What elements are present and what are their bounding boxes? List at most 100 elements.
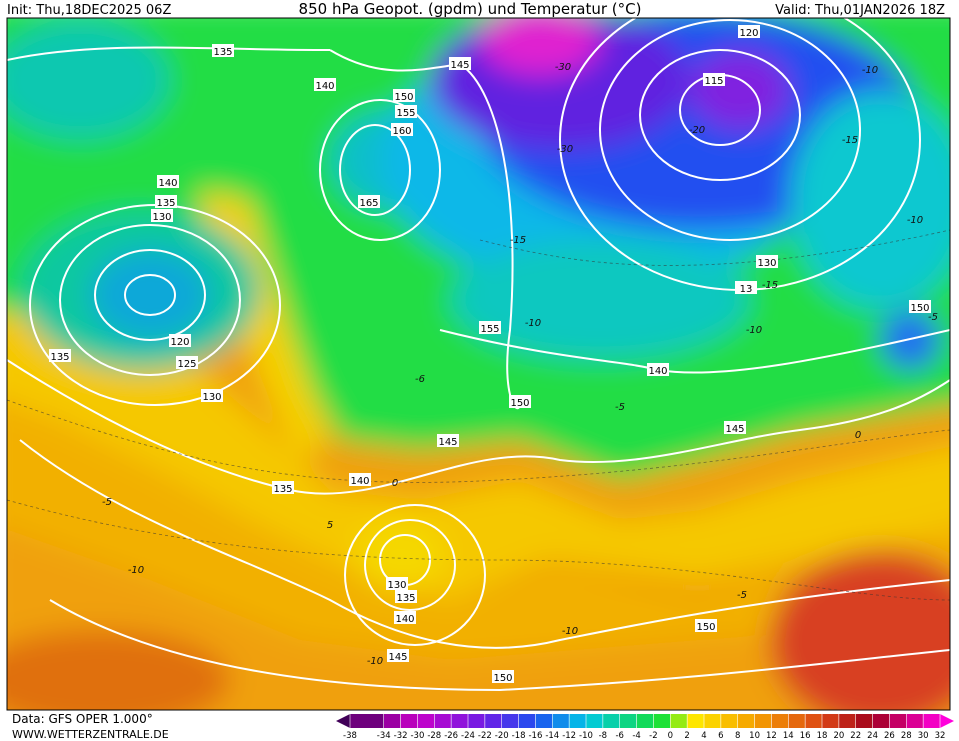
temperature-label: -15 bbox=[510, 235, 526, 246]
label-box bbox=[169, 334, 191, 347]
label-box bbox=[695, 619, 717, 632]
geopotential-label: 135 bbox=[396, 593, 415, 604]
label-box bbox=[756, 255, 778, 268]
temperature-label: -20 bbox=[689, 125, 705, 136]
scale-tick-label: -6 bbox=[615, 731, 623, 741]
label-box bbox=[49, 349, 71, 362]
geopotential-label: 125 bbox=[177, 359, 196, 370]
geopotential-label: 120 bbox=[170, 337, 189, 348]
init-time: Init: Thu,18DEC2025 06Z bbox=[7, 3, 171, 18]
scale-bin bbox=[872, 714, 890, 728]
scale-bin bbox=[569, 714, 586, 728]
temperature-label: -5 bbox=[928, 312, 938, 323]
scale-bin bbox=[720, 714, 738, 728]
label-box bbox=[479, 321, 501, 334]
geopotential-label: 140 bbox=[315, 81, 334, 92]
temperature-label: 0 bbox=[855, 430, 861, 441]
geopotential-label: 135 bbox=[273, 484, 292, 495]
website: WWW.WETTERZENTRALE.DE bbox=[12, 728, 169, 741]
label-box bbox=[201, 389, 223, 402]
temperature-label: -10 bbox=[525, 318, 541, 329]
label-box bbox=[349, 473, 371, 486]
geopotential-label: 140 bbox=[395, 614, 414, 625]
scale-bin bbox=[518, 714, 536, 728]
data-source: Data: GFS OPER 1.000° bbox=[12, 712, 153, 726]
scale-tick-label: 18 bbox=[817, 731, 828, 741]
scale-tick-label: 28 bbox=[901, 731, 912, 741]
scale-bin bbox=[788, 714, 806, 728]
scale-bin bbox=[417, 714, 435, 728]
scale-bin bbox=[704, 714, 721, 728]
scale-bin bbox=[602, 714, 620, 728]
label-box bbox=[272, 481, 294, 494]
scale-tick-label: -30 bbox=[410, 731, 424, 741]
geopotential-label: 150 bbox=[910, 303, 929, 314]
color-scale: -38 -34 -32 -30 -28 -26 -24 -22 -20 -18 -16 -14 -12-… bbox=[336, 714, 954, 741]
scale-bin bbox=[889, 714, 907, 728]
geopotential-label: 13 bbox=[740, 284, 753, 295]
geopotential-label: 130 bbox=[202, 392, 221, 403]
geopotential-label: 150 bbox=[510, 398, 529, 409]
scale-bin bbox=[619, 714, 637, 728]
geopotential-label: 145 bbox=[438, 437, 457, 448]
scale-bin bbox=[400, 714, 418, 728]
label-box bbox=[387, 649, 409, 662]
scale-bin bbox=[484, 714, 502, 728]
geopotential-label: 130 bbox=[387, 580, 406, 591]
map-labels: 1351401451501551601651401351301201251301… bbox=[49, 25, 938, 684]
scale-tick-label: -26 bbox=[444, 731, 458, 741]
temperature-label: -5 bbox=[615, 402, 625, 413]
label-box bbox=[437, 434, 459, 447]
scale-bin bbox=[350, 714, 384, 728]
scale-bin bbox=[855, 714, 873, 728]
label-box bbox=[395, 590, 417, 603]
scale-tick-label: -28 bbox=[427, 731, 441, 741]
temperature-label: -10 bbox=[128, 565, 144, 576]
scale-arrow-right bbox=[940, 714, 954, 728]
scale-bin bbox=[754, 714, 772, 728]
geopotential-label: 140 bbox=[158, 178, 177, 189]
temperature-label: -5 bbox=[102, 497, 112, 508]
temperature-label: -30 bbox=[557, 144, 573, 155]
geopotential-label: 145 bbox=[725, 424, 744, 435]
label-box bbox=[509, 395, 531, 408]
geopotential-label: 150 bbox=[493, 673, 512, 684]
map-frame bbox=[6, 17, 951, 711]
scale-tick-label: 24 bbox=[867, 731, 878, 741]
scale-bin bbox=[434, 714, 452, 728]
scale-bin bbox=[805, 714, 822, 728]
temperature-contours bbox=[7, 229, 950, 601]
scale-bin bbox=[636, 714, 654, 728]
label-box bbox=[735, 281, 757, 294]
label-box bbox=[703, 73, 725, 86]
geopotential-label: 150 bbox=[394, 92, 413, 103]
geopotential-label: 135 bbox=[213, 47, 232, 58]
scale-tick-label: -24 bbox=[461, 731, 475, 741]
scale-bin bbox=[501, 714, 519, 728]
geopotential-label: 140 bbox=[350, 476, 369, 487]
scale-tick-label: 8 bbox=[735, 731, 740, 741]
label-box bbox=[724, 421, 746, 434]
label-box bbox=[738, 25, 760, 38]
geopotential-label: 135 bbox=[156, 198, 175, 209]
geopotential-label: 150 bbox=[696, 622, 715, 633]
geopotential-contours bbox=[7, 18, 950, 692]
geopotential-label: 145 bbox=[450, 60, 469, 71]
scale-tick-label: -2 bbox=[649, 731, 657, 741]
label-box bbox=[492, 670, 514, 683]
scale-bin bbox=[552, 714, 570, 728]
geopotential-label: 130 bbox=[152, 212, 171, 223]
temperature-label: -15 bbox=[842, 135, 858, 146]
label-box bbox=[647, 363, 669, 376]
scale-bin bbox=[687, 714, 704, 728]
temperature-label: -10 bbox=[746, 325, 762, 336]
scale-tick-label: 6 bbox=[718, 731, 723, 741]
scale-tick-label: -34 bbox=[377, 731, 391, 741]
label-box bbox=[314, 78, 336, 91]
map-title: 850 hPa Geopot. (gpdm) und Temperatur (°… bbox=[299, 0, 642, 18]
scale-tick-label: 16 bbox=[800, 731, 811, 741]
geopotential-label: 155 bbox=[480, 324, 499, 335]
scale-bin bbox=[586, 714, 603, 728]
